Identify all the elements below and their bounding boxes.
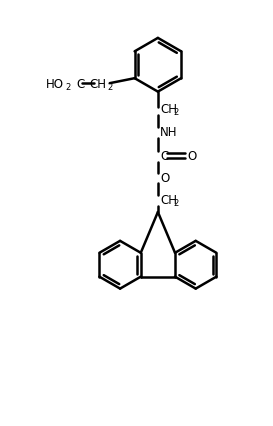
Text: C: C	[160, 150, 168, 162]
Text: CH: CH	[160, 103, 177, 116]
Text: 2: 2	[174, 198, 179, 207]
Text: HO: HO	[46, 78, 64, 90]
Text: 2: 2	[65, 83, 70, 92]
Text: CH: CH	[90, 78, 107, 90]
Text: O: O	[188, 150, 197, 162]
Text: 2: 2	[108, 83, 113, 92]
Text: CH: CH	[160, 193, 177, 206]
Text: C: C	[76, 78, 84, 90]
Text: NH: NH	[160, 126, 177, 138]
Text: O: O	[160, 171, 169, 184]
Text: 2: 2	[174, 108, 179, 117]
